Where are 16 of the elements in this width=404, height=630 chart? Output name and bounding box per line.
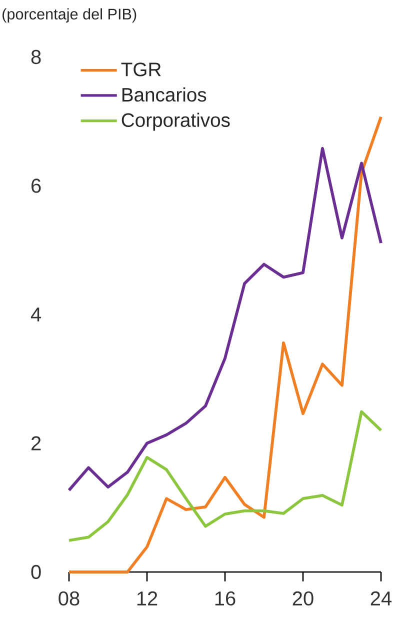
chart-title: (porcentaje del PIB): [2, 8, 136, 23]
x-tick-label: 12: [137, 591, 158, 606]
y-tick-label: 2: [32, 436, 41, 450]
line-series: [68, 410, 382, 542]
x-tick-label: 24: [370, 591, 392, 606]
y-tick-label: 6: [32, 178, 41, 193]
line-series: [68, 146, 382, 492]
x-tick-label: 08: [58, 591, 80, 606]
x-tick-label: 16: [215, 591, 236, 606]
legend-label: Bancarios: [122, 87, 206, 102]
y-tick-label: 4: [30, 308, 42, 322]
legend-label: Corporativos: [122, 112, 230, 131]
x-tick-label: 20: [292, 591, 314, 606]
legend-label: TGR: [121, 62, 161, 76]
y-tick-label: 0: [31, 564, 41, 580]
y-tick-label: 8: [31, 50, 41, 64]
